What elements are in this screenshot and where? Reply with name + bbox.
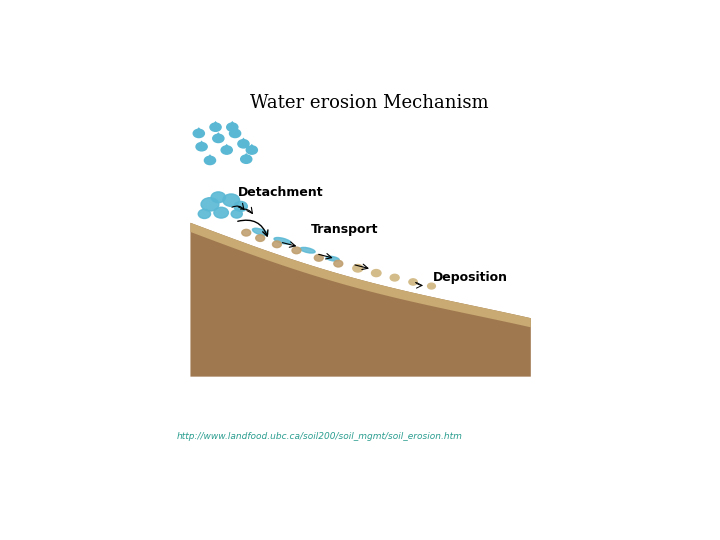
Polygon shape [243,153,250,158]
Circle shape [231,210,243,218]
Circle shape [242,230,251,236]
Circle shape [353,265,363,272]
Circle shape [214,207,228,218]
Polygon shape [212,121,220,126]
Circle shape [198,210,210,219]
Text: Transport: Transport [310,223,378,236]
Circle shape [409,279,418,285]
Circle shape [204,156,215,165]
Ellipse shape [300,247,315,253]
Ellipse shape [253,228,268,235]
Circle shape [246,146,258,154]
Polygon shape [198,140,205,145]
Circle shape [238,140,249,148]
Circle shape [230,129,240,138]
Circle shape [227,123,238,131]
Text: Deposition: Deposition [433,271,508,284]
Ellipse shape [274,238,291,244]
Circle shape [211,192,225,202]
Circle shape [196,143,207,151]
Circle shape [240,155,252,163]
Circle shape [193,129,204,138]
Polygon shape [228,121,236,126]
Circle shape [213,134,224,143]
Circle shape [428,283,436,289]
Polygon shape [240,138,248,143]
Circle shape [222,194,240,206]
Polygon shape [215,132,222,137]
Ellipse shape [326,256,339,261]
Circle shape [272,241,282,248]
Polygon shape [222,144,230,149]
Circle shape [315,254,323,261]
Circle shape [372,269,381,276]
Text: Detachment: Detachment [238,186,323,199]
Polygon shape [195,127,203,132]
Circle shape [210,123,221,131]
Circle shape [256,235,265,241]
Polygon shape [248,144,256,149]
Polygon shape [190,223,531,327]
Circle shape [390,274,399,281]
Text: http://www.landfood.ubc.ca/soil200/soil_mgmt/soil_erosion.htm: http://www.landfood.ubc.ca/soil200/soil_… [176,432,462,441]
Polygon shape [190,223,531,377]
Circle shape [334,260,343,267]
Circle shape [234,201,248,212]
Circle shape [201,198,219,211]
Text: Water erosion Mechanism: Water erosion Mechanism [250,94,488,112]
Polygon shape [231,127,239,132]
Circle shape [221,146,233,154]
Circle shape [292,247,301,254]
Polygon shape [206,154,214,159]
